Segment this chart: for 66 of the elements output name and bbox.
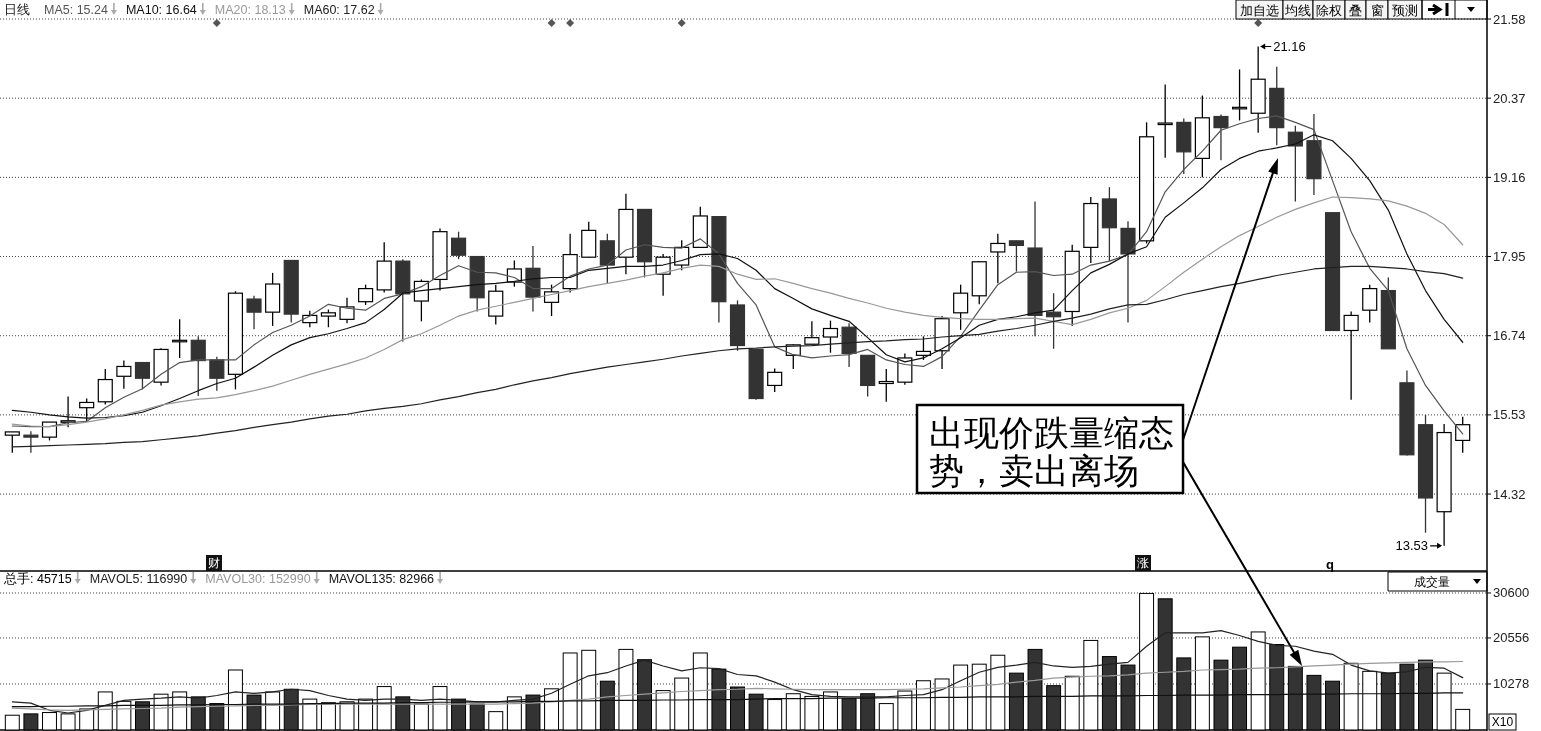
text: X10	[1491, 715, 1514, 729]
candlestick	[79, 397, 95, 423]
annotation: 出现价跌量缩态势，卖出离场	[929, 414, 1174, 491]
y-tick-label: 21.58	[1493, 11, 1526, 27]
text: MAVOL30: 152990	[205, 572, 311, 586]
candlestick	[990, 232, 1006, 285]
candlestick	[1157, 83, 1173, 159]
candlestick	[1455, 416, 1471, 454]
candlestick	[60, 395, 76, 428]
candlestick	[246, 295, 262, 330]
candlestick	[209, 356, 225, 392]
chart-title: 日线	[4, 3, 30, 17]
annotation: 涨	[1137, 556, 1149, 570]
text: 总手: 45715	[3, 572, 72, 586]
annotation: 叠	[1349, 2, 1362, 18]
text: MA10: 16.64	[125, 3, 197, 17]
annotation: 窗	[1370, 2, 1384, 18]
y-tick-label: 19.16	[1493, 169, 1526, 185]
annotation: 财	[208, 556, 220, 570]
candlestick	[953, 284, 969, 331]
annotation: 13.53	[1395, 538, 1429, 554]
annotation: 预测	[1392, 2, 1418, 18]
y-tick-label: 16.74	[1493, 328, 1526, 344]
y-tick-label: 20556	[1493, 630, 1530, 646]
y-tick-label: 17.95	[1493, 249, 1526, 265]
candlestick	[822, 320, 839, 354]
candlestick	[358, 284, 374, 306]
y-tick-label: 30600	[1493, 585, 1530, 601]
annotation: q	[1326, 556, 1335, 572]
annotation: 成交量	[1414, 574, 1450, 589]
text: MA60: 17.62	[303, 3, 375, 17]
line-series	[11, 660, 1464, 711]
candlestick	[23, 430, 39, 454]
candlestick	[190, 335, 206, 397]
y-tick-label: 20.37	[1493, 90, 1526, 106]
candlestick	[134, 361, 151, 391]
text: MA5: 15.24	[44, 3, 108, 17]
candlestick	[1213, 113, 1229, 161]
line-series	[11, 692, 1464, 708]
candlestick	[804, 320, 820, 345]
candlestick	[543, 284, 560, 317]
text: MAVOL135: 82966	[328, 572, 435, 586]
candlestick	[339, 297, 355, 324]
candlestick	[451, 231, 467, 260]
y-tick-label: 15.53	[1493, 407, 1526, 423]
y-tick-label: 10278	[1493, 676, 1530, 692]
candlestick	[878, 368, 894, 403]
text: MA20: 18.13	[214, 3, 286, 17]
annotation: 除权	[1316, 2, 1342, 18]
candlestick	[1343, 310, 1359, 401]
candlestick	[41, 421, 58, 442]
candlestick	[1287, 125, 1303, 203]
candlestick	[1362, 284, 1378, 324]
annotation: 加自选	[1240, 2, 1279, 18]
y-tick-label: 14.32	[1493, 486, 1526, 502]
candlestick	[97, 368, 113, 406]
annotation: 21.16	[1273, 38, 1306, 54]
candlestick	[1008, 240, 1024, 273]
text: MAVOL5: 116990	[89, 572, 188, 586]
candlestick	[4, 431, 20, 454]
candlestick	[767, 367, 783, 393]
line-series	[11, 630, 1464, 714]
line-series	[11, 265, 1464, 448]
candlestick	[915, 335, 932, 361]
annotation: 均线	[1284, 2, 1311, 18]
candlestick	[116, 359, 132, 390]
